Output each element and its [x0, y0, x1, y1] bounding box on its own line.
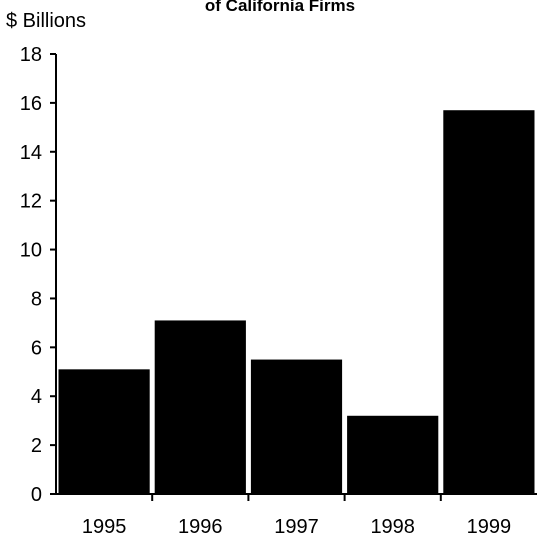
x-tick-label: 1995 — [82, 516, 127, 538]
x-tick-label: 1998 — [370, 516, 415, 538]
bar-1996 — [154, 320, 246, 494]
x-tick-label: 1997 — [274, 516, 319, 538]
y-axis-ticks: 0 2 4 6 8 10 12 14 16 18 — [20, 44, 56, 506]
bar-1998 — [347, 415, 439, 494]
y-tick-label: 4 — [31, 386, 42, 408]
bar-1995 — [58, 369, 150, 494]
y-tick-label: 14 — [20, 142, 42, 164]
y-tick-label: 8 — [31, 288, 42, 310]
y-axis-label: $ Billions — [6, 10, 86, 32]
y-tick-label: 18 — [20, 44, 42, 66]
y-tick-label: 10 — [20, 240, 42, 262]
y-tick-label: 2 — [31, 435, 42, 457]
y-tick-label: 0 — [31, 484, 42, 506]
x-tick-label: 1999 — [467, 516, 512, 538]
x-axis-ticks: 1995 1996 1997 1998 1999 — [82, 494, 511, 538]
y-tick-label: 16 — [20, 93, 42, 115]
chart-title: of California Firms — [205, 0, 355, 15]
x-tick-label: 1996 — [178, 516, 223, 538]
bar-1997 — [250, 359, 343, 494]
bars-group — [58, 110, 535, 494]
y-tick-label: 6 — [31, 337, 42, 359]
y-tick-label: 12 — [20, 191, 42, 213]
bar-1999 — [443, 110, 535, 494]
